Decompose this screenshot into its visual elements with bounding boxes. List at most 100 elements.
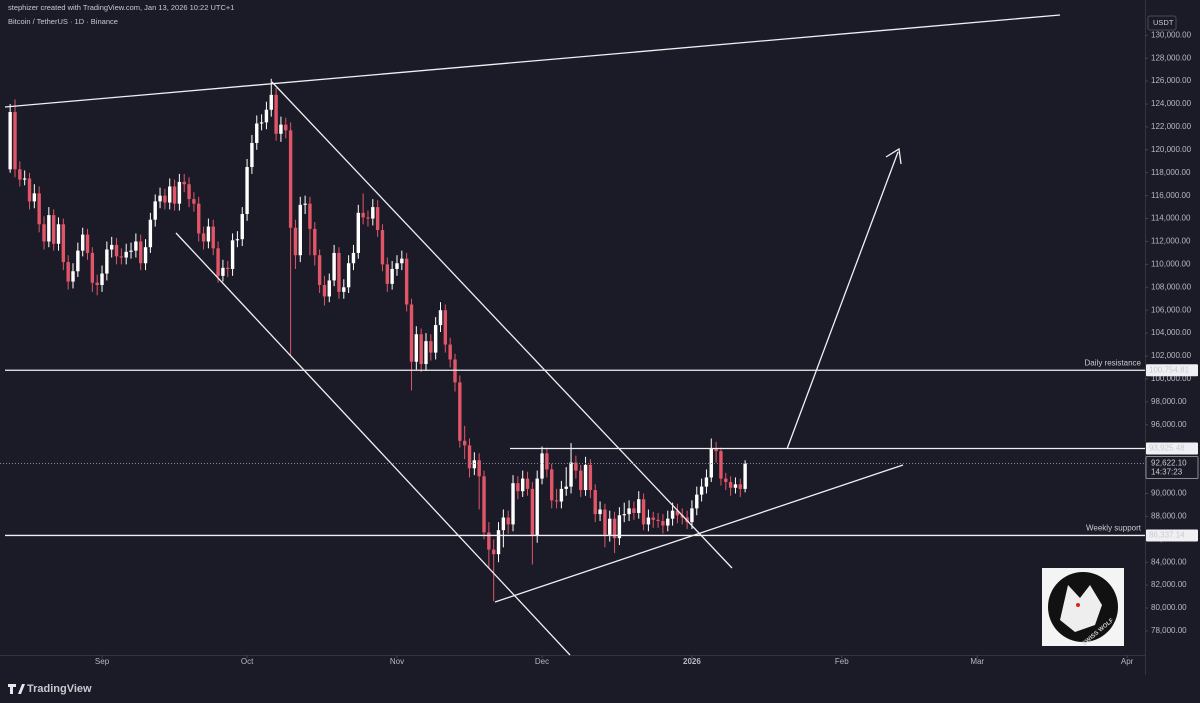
brand-name: TradingView bbox=[27, 683, 92, 695]
body bbox=[42, 224, 46, 242]
body bbox=[8, 112, 12, 170]
countdown: 14:37:23 bbox=[1151, 468, 1183, 477]
body bbox=[728, 482, 733, 488]
body bbox=[583, 464, 588, 491]
body bbox=[269, 94, 273, 110]
body bbox=[632, 508, 636, 513]
body bbox=[482, 476, 486, 533]
body bbox=[356, 212, 360, 253]
body bbox=[95, 282, 99, 286]
y-tick-label: 126,000.00 bbox=[1151, 76, 1192, 85]
body bbox=[90, 252, 95, 283]
body bbox=[85, 234, 90, 253]
body bbox=[342, 287, 346, 292]
body bbox=[172, 186, 177, 204]
price-tag bbox=[1146, 364, 1198, 377]
body bbox=[361, 212, 365, 218]
y-tick-label: 96,000.00 bbox=[1151, 420, 1187, 429]
body bbox=[177, 181, 182, 204]
body bbox=[158, 195, 162, 202]
body bbox=[206, 226, 211, 242]
body bbox=[738, 484, 742, 489]
body bbox=[163, 195, 167, 203]
trendline bbox=[175, 232, 571, 656]
brand: TradingView bbox=[8, 683, 92, 695]
body bbox=[380, 230, 385, 265]
last-price-label: 92,622.10 bbox=[1151, 459, 1187, 468]
body bbox=[375, 207, 380, 231]
body bbox=[622, 514, 626, 516]
body bbox=[279, 124, 283, 134]
y-tick-label: 88,000.00 bbox=[1151, 512, 1187, 521]
currency-box bbox=[1147, 15, 1177, 31]
price-tag bbox=[1146, 529, 1198, 542]
body bbox=[414, 334, 419, 362]
body bbox=[429, 341, 433, 353]
x-tick-label: Dec bbox=[535, 657, 549, 666]
body bbox=[13, 112, 17, 170]
y-tick-label: 120,000.00 bbox=[1151, 145, 1192, 154]
body bbox=[637, 499, 641, 513]
body bbox=[385, 264, 390, 284]
y-tick-label: 128,000.00 bbox=[1151, 53, 1192, 62]
y-tick-label: 108,000.00 bbox=[1151, 282, 1192, 291]
x-tick-label: Apr bbox=[1121, 657, 1134, 666]
body bbox=[516, 483, 520, 492]
x-tick-label: Oct bbox=[241, 657, 254, 666]
y-tick-label: 110,000.00 bbox=[1151, 259, 1191, 268]
body bbox=[313, 228, 317, 256]
body bbox=[47, 215, 51, 242]
body bbox=[462, 440, 467, 446]
body bbox=[424, 341, 428, 365]
body bbox=[530, 488, 535, 536]
body bbox=[651, 517, 655, 520]
body bbox=[139, 241, 143, 264]
body bbox=[496, 530, 501, 555]
body bbox=[714, 448, 718, 452]
body bbox=[603, 509, 607, 535]
y-tick-label: 122,000.00 bbox=[1151, 122, 1192, 131]
body bbox=[472, 460, 477, 469]
y-tick-label: 80,000.00 bbox=[1151, 603, 1187, 612]
body bbox=[201, 233, 206, 242]
body bbox=[51, 215, 56, 244]
body bbox=[245, 167, 249, 214]
body bbox=[491, 549, 496, 555]
body bbox=[192, 199, 196, 204]
body bbox=[119, 256, 124, 258]
body bbox=[400, 258, 404, 264]
body bbox=[274, 94, 278, 134]
body bbox=[733, 484, 738, 488]
level-name: Daily resistance bbox=[1085, 358, 1142, 367]
x-tick-label: 2026 bbox=[683, 657, 701, 666]
body bbox=[559, 488, 564, 502]
body bbox=[511, 483, 515, 525]
body bbox=[346, 263, 351, 288]
chart-title: Bitcoin / TetherUS · 1D · Binance bbox=[8, 17, 118, 26]
body bbox=[574, 462, 578, 471]
body bbox=[743, 463, 747, 489]
trendline bbox=[494, 464, 904, 603]
body bbox=[656, 519, 660, 521]
body bbox=[564, 486, 568, 489]
body bbox=[308, 203, 312, 229]
x-tick-label: Mar bbox=[970, 657, 984, 666]
header: stephizer created with TradingView.com, … bbox=[8, 3, 234, 12]
body bbox=[704, 477, 709, 487]
body bbox=[80, 234, 85, 251]
y-tick-label: 130,000.00 bbox=[1151, 30, 1192, 39]
body bbox=[690, 508, 694, 523]
body bbox=[477, 460, 481, 477]
price-tag bbox=[1146, 442, 1198, 455]
body bbox=[76, 250, 80, 272]
y-tick-label: 104,000.00 bbox=[1151, 328, 1192, 337]
body bbox=[32, 193, 37, 202]
body bbox=[168, 186, 172, 203]
body bbox=[395, 263, 399, 269]
body bbox=[666, 518, 670, 526]
drawings bbox=[4, 14, 1061, 656]
logo: SWISS WOLF bbox=[1042, 568, 1124, 647]
body bbox=[443, 310, 448, 345]
y-tick-label: 84,000.00 bbox=[1151, 557, 1187, 566]
